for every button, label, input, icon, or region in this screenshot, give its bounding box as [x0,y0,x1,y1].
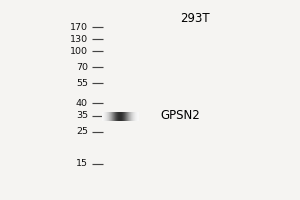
Text: 293T: 293T [180,12,210,25]
Text: 25: 25 [76,128,88,136]
Text: 100: 100 [70,46,88,55]
Text: 40: 40 [76,98,88,108]
Text: 170: 170 [70,22,88,31]
Text: GPSN2: GPSN2 [160,109,200,122]
Text: 55: 55 [76,78,88,88]
Text: 35: 35 [76,111,88,120]
Text: 70: 70 [76,62,88,72]
Text: 130: 130 [70,34,88,44]
Text: 15: 15 [76,160,88,168]
